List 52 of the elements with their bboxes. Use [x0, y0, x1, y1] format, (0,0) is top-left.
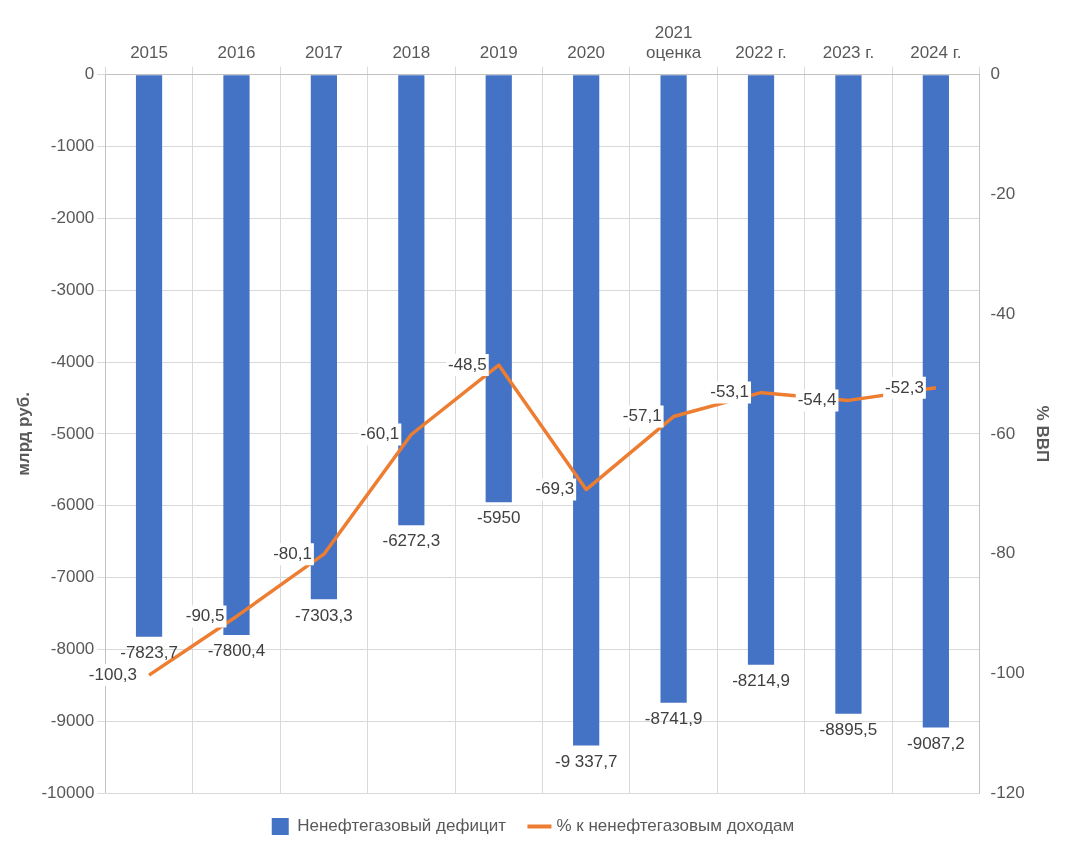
y-axis-title: млрд руб.: [13, 392, 33, 476]
y-tick-label: -2000: [50, 208, 95, 228]
x-tick-label: 2020: [567, 43, 606, 63]
y-tick-label: -4000: [50, 351, 95, 371]
x-tick-label: 2017: [304, 43, 343, 63]
y2-tick-label: 0: [990, 64, 1001, 84]
data-label: -8895,5: [819, 719, 878, 739]
y2-tick-label: -60: [990, 423, 1016, 443]
x-tick-label: 2021 оценка: [646, 22, 702, 63]
x-tick-label: 2018: [392, 43, 431, 63]
data-label: -6272,3: [382, 531, 441, 551]
data-label: -8741,9: [644, 708, 703, 728]
data-label: -7303,3: [295, 605, 353, 625]
data-label: -100,3: [88, 664, 138, 684]
data-label: -90,5: [185, 606, 225, 626]
data-label: -9087,2: [907, 733, 965, 753]
x-tick-label: 2022 г.: [735, 43, 787, 63]
x-tick-label: 2016: [217, 43, 256, 63]
x-tick-label: 2015: [130, 43, 168, 63]
y-tick-label: -5000: [50, 423, 95, 443]
data-label: -48,5: [447, 354, 487, 374]
data-label: -60,1: [360, 424, 400, 444]
data-label: -57,1: [622, 406, 662, 426]
y-tick-label: -6000: [50, 495, 95, 515]
y-tick-label: -3000: [50, 279, 95, 299]
y2-tick-label: -20: [990, 184, 1016, 204]
data-label: -9 337,7: [554, 751, 618, 771]
y-tick-label: -8000: [50, 639, 95, 659]
y2-tick-label: -40: [990, 303, 1016, 323]
x-tick-label: 2024 г.: [910, 43, 962, 63]
legend-label: % к ненефтегазовым доходам: [556, 816, 795, 836]
data-label: -80,1: [273, 543, 312, 563]
data-label: -7800,4: [207, 641, 266, 661]
data-label: -69,3: [535, 479, 575, 499]
legend-label: Ненефтегазовый дефицит: [297, 816, 507, 836]
y-tick-label: -1000: [50, 136, 95, 156]
data-label: -54,4: [797, 390, 837, 410]
y-tick-label: 0: [84, 64, 95, 84]
data-label: -52,3: [885, 377, 924, 397]
x-tick-label: 2023 г.: [822, 43, 875, 63]
y-tick-label: -7000: [50, 567, 95, 587]
data-label: -5950: [477, 508, 521, 528]
y-tick-label: -9000: [50, 710, 95, 730]
x-tick-label: 2019: [479, 43, 518, 63]
data-label: -7823,7: [120, 642, 178, 662]
data-label: -8214,9: [732, 670, 790, 690]
y2-tick-label: -80: [990, 543, 1016, 563]
data-label: -53,1: [710, 382, 750, 402]
y2-tick-label: -120: [990, 782, 1025, 802]
y2-axis-title: % ВВП: [1033, 405, 1053, 463]
y2-tick-label: -100: [990, 662, 1025, 682]
y-tick-label: -10000: [41, 782, 95, 802]
